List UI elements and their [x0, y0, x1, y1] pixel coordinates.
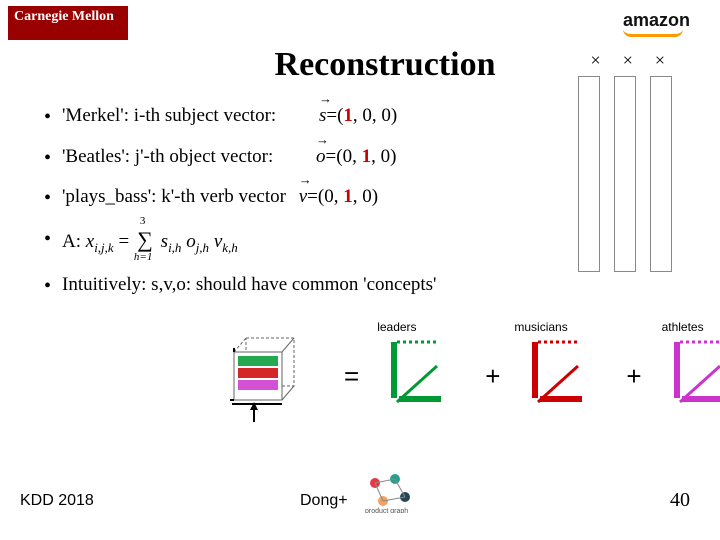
vec-o: o [316, 145, 326, 170]
vec-v: v [299, 185, 307, 210]
equals-sign: = [344, 361, 359, 392]
bullet-text: 'plays_bass': k'-th verb vector [62, 186, 291, 207]
amazon-smile-icon [623, 29, 683, 37]
bar [578, 76, 600, 272]
product-graph-icon: product graph [365, 473, 415, 518]
x-marks: × × × [591, 50, 665, 71]
x-mark: × [591, 50, 601, 71]
cube-svg [230, 328, 316, 424]
amazon-logo: amazon [623, 10, 690, 37]
bullet-merkel: 'Merkel': i-th subject vector: s=(1, 0, … [44, 104, 564, 129]
cmu-logo: Carnegie Mellon [8, 6, 128, 40]
bullet-plays-bass: 'plays_bass': k'-th verb vector v=(0, 1,… [44, 185, 564, 210]
bullet-beatles: 'Beatles': j'-th object vector: o=(0, 1,… [44, 145, 564, 170]
bullet-list: 'Merkel': i-th subject vector: s=(1, 0, … [44, 104, 564, 313]
bullet-intuitively: Intuitively: s,v,o: should have common '… [44, 273, 564, 298]
vector-expr: v=(0, 1, 0) [299, 186, 378, 207]
term-label: leaders [377, 320, 416, 334]
svg-text:product graph: product graph [365, 508, 408, 513]
footer-author: Dong+ [300, 492, 348, 510]
plus-sign: + [626, 361, 641, 392]
footer-conference: KDD 2018 [20, 492, 94, 510]
bullet-formula: A: xi,j,k = 3 ∑ h=1 si,h oj,h vk,h [44, 226, 564, 257]
plus-sign: + [485, 361, 500, 392]
footer-page-number: 40 [670, 489, 690, 512]
decomposition-figure: = leaders + musicians + athletes [230, 328, 720, 424]
rank1-term-leaders: leaders [387, 338, 457, 414]
vector-expr: o=(0, 1, 0) [316, 146, 396, 167]
bullet-text: Intuitively: s,v,o: should have common '… [62, 274, 436, 295]
bullet-text: 'Beatles': j'-th object vector: [62, 146, 273, 167]
vec-s: s [319, 104, 326, 129]
bullet-text: A: [62, 231, 86, 252]
term-label: athletes [662, 320, 704, 334]
rank1-term-musicians: musicians [528, 338, 598, 414]
x-mark: × [655, 50, 665, 71]
vector-expr: s=(1, 0, 0) [319, 105, 397, 126]
x-mark: × [623, 50, 633, 71]
bar [614, 76, 636, 272]
bar [650, 76, 672, 272]
bullet-text: 'Merkel': i-th subject vector: [62, 105, 276, 126]
column-bars [578, 76, 672, 272]
rank1-term-athletes: athletes [670, 338, 720, 414]
term-label: musicians [514, 320, 567, 334]
sum-symbol: 3 ∑ h=1 [134, 226, 156, 255]
tensor-cube [230, 328, 316, 424]
amazon-text: amazon [623, 10, 690, 30]
